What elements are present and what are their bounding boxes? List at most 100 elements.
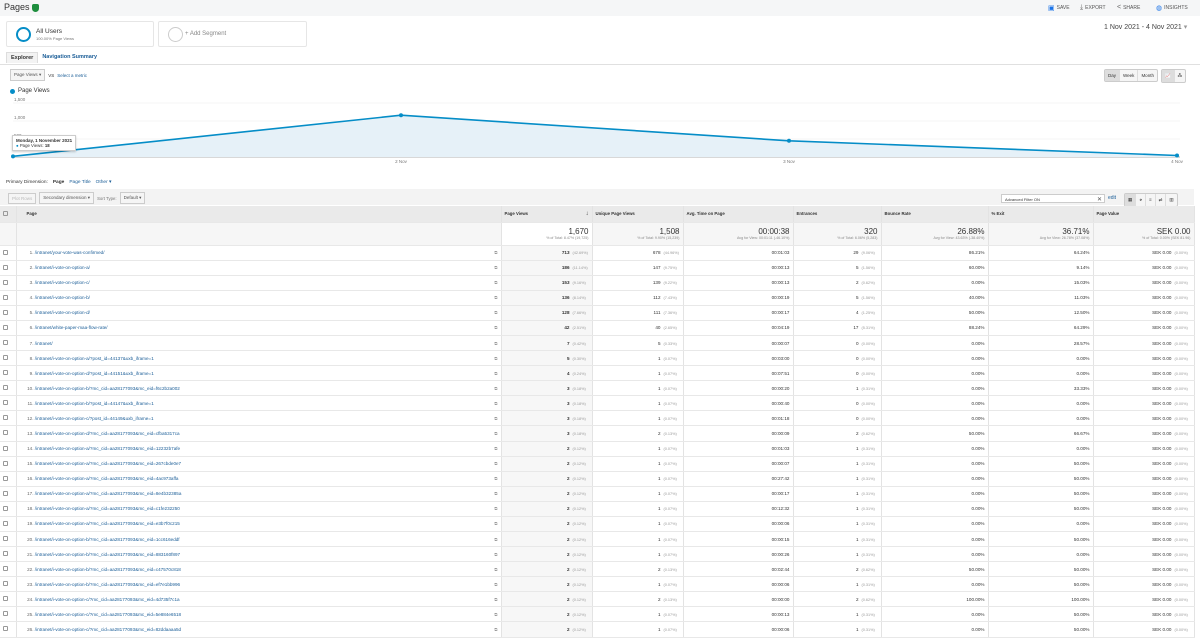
open-page-icon[interactable]: ⧉ [494,250,498,256]
row-checkbox[interactable] [0,335,17,352]
row-checkbox[interactable] [0,531,17,548]
page-link[interactable]: /intranet/i-vote-on-option-d/?mc_cid=aa2… [34,430,180,436]
page-link[interactable]: /intranet/i-vote-on-option-b/?post_id=44… [34,400,154,406]
day-button[interactable]: Day [1105,70,1121,81]
date-range-picker[interactable]: 1 Nov 2021 - 4 Nov 2021 ▾ [1104,24,1188,31]
sort-type-select[interactable]: Default ▾ [119,192,146,204]
open-page-icon[interactable]: ⧉ [494,415,498,421]
row-checkbox[interactable] [0,456,17,472]
page-link[interactable]: /intranet/i-vote-on-option-b/?mc_cid=aa2… [34,551,181,557]
secondary-dimension-select[interactable]: Secondary dimension ▾ [39,192,95,204]
col-page-value[interactable]: Page Value [1093,206,1195,223]
page-link[interactable]: /intranet/i-vote-on-option-b/ [34,295,90,301]
page-link[interactable]: /intranet/i-vote-on-option-a/?mc_cid=aa2… [34,476,179,482]
open-page-icon[interactable]: ⧉ [494,280,498,286]
row-checkbox[interactable] [0,425,17,442]
data-point[interactable] [399,113,403,118]
row-checkbox[interactable] [0,380,17,397]
open-page-icon[interactable]: ⧉ [494,611,498,617]
advanced-filter-input[interactable]: Advanced Filter ON ✕ [1001,194,1105,203]
row-checkbox[interactable] [0,471,17,487]
page-link[interactable]: /intranet/i-vote-on-option-a/?post_id=44… [34,355,154,361]
page-link[interactable]: /intranet/i-vote-on-option-a/?mc_cid=aa2… [34,461,182,467]
open-page-icon[interactable]: ⧉ [494,566,498,572]
page-link[interactable]: /intranet/i-vote-on-option-c/?mc_cid=aa2… [34,611,182,617]
open-page-icon[interactable]: ⧉ [494,310,498,316]
open-page-icon[interactable]: ⧉ [494,430,498,436]
month-button[interactable]: Month [1141,73,1154,78]
row-checkbox[interactable] [0,290,17,306]
page-link[interactable]: /intranet/i-vote-on-option-b/?mc_cid=aa2… [34,385,180,391]
open-page-icon[interactable]: ⧉ [494,355,498,361]
page-link[interactable]: /intranet/i-vote-on-option-a/?mc_cid=aa2… [34,506,180,512]
performance-view-icon[interactable]: ≡ [1146,194,1156,206]
page-link[interactable]: /intranet/i-vote-on-option-b/?mc_cid=aa2… [34,536,180,542]
clear-filter-icon[interactable]: ✕ [1096,197,1102,203]
page-link[interactable]: /intranet/i-vote-on-option-b/?mc_cid=aa2… [34,566,181,572]
open-page-icon[interactable]: ⧉ [494,400,498,406]
page-link[interactable]: /intranet/ [34,340,53,346]
row-checkbox[interactable] [0,350,17,367]
data-point[interactable] [787,138,791,143]
row-checkbox[interactable] [0,606,17,623]
page-link[interactable]: /intranet/i-vote-on-option-b/?mc_cid=aa2… [34,581,181,587]
row-checkbox[interactable] [0,546,17,563]
row-checkbox[interactable] [0,441,17,457]
open-page-icon[interactable]: ⧉ [494,370,498,376]
open-page-icon[interactable]: ⧉ [494,385,498,391]
line-chart-icon[interactable]: 📈 [1162,70,1175,82]
page-link[interactable]: /intranet/i-vote-on-option-c/?mc_cid=aa2… [34,596,180,602]
open-page-icon[interactable]: ⧉ [494,506,498,512]
col-avg-time[interactable]: Avg. Time on Page [683,206,794,223]
row-checkbox[interactable] [0,486,17,502]
page-link[interactable]: /intranet/i-vote-on-option-c/?mc_cid=aa2… [34,626,182,632]
open-page-icon[interactable]: ⧉ [494,581,498,587]
row-checkbox[interactable] [0,410,17,427]
open-page-icon[interactable]: ⧉ [494,491,498,497]
open-page-icon[interactable]: ⧉ [494,325,498,331]
share-button[interactable]: < SHARE [1117,4,1141,11]
plot-rows-button[interactable]: Plot Rows [8,192,37,204]
open-page-icon[interactable]: ⧉ [494,521,498,527]
row-checkbox[interactable] [0,275,17,291]
metric-select[interactable]: Page Views ▾ [10,69,46,81]
open-page-icon[interactable]: ⧉ [494,626,498,632]
col-page-views[interactable]: Page Views ↓ [501,206,593,223]
page-link[interactable]: /intranet/i-vote-on-option-c/ [34,280,90,286]
dimension-page-title[interactable]: Page Title [69,180,91,185]
tab-explorer[interactable]: Explorer [6,52,39,63]
data-point[interactable] [1175,153,1179,158]
data-point[interactable] [11,154,15,159]
tab-navigation-summary[interactable]: Navigation Summary [42,54,98,60]
col-page[interactable]: Page [16,206,502,223]
open-page-icon[interactable]: ⧉ [494,340,498,346]
save-button[interactable]: ▣ SAVE [1048,5,1070,12]
open-page-icon[interactable]: ⧉ [494,476,498,482]
row-checkbox[interactable] [0,501,17,517]
row-checkbox[interactable] [0,576,17,593]
open-page-icon[interactable]: ⧉ [494,596,498,602]
dimension-page[interactable]: Page [52,180,65,185]
motion-chart-icon[interactable]: ⁂ [1177,73,1183,78]
select-all-checkbox[interactable] [0,206,17,223]
insights-button[interactable]: ◍ INSIGHTS [1156,5,1188,12]
page-link[interactable]: /intranet/your-vote-was-confirmed/ [34,250,105,256]
segment-all-users[interactable]: All Users 100.00% Page Views [6,21,154,47]
row-checkbox[interactable] [0,365,17,382]
table-view-icon[interactable]: ▦ [1125,194,1137,206]
dimension-other[interactable]: Other ▾ [95,180,112,185]
page-link[interactable]: /intranet/i-vote-on-option-a/?mc_cid=aa2… [34,521,180,527]
row-checkbox[interactable] [0,561,17,578]
row-checkbox[interactable] [0,621,17,638]
row-checkbox[interactable] [0,591,17,608]
row-checkbox[interactable] [0,395,17,412]
page-link[interactable]: /intranet/i-vote-on-option-c/?post_id=44… [34,415,154,421]
row-checkbox[interactable] [0,260,17,276]
page-link[interactable]: /intranet/i-vote-on-option-d/?post_id=44… [34,370,154,376]
col-unique-page-views[interactable]: Unique Page Views [592,206,684,223]
row-checkbox[interactable] [0,320,17,336]
row-checkbox[interactable] [0,516,17,532]
pie-view-icon[interactable]: ◕ [1136,194,1146,206]
page-link[interactable]: /intranet/i-vote-on-option-a/ [34,265,90,271]
col-entrances[interactable]: Entrances [793,206,882,223]
